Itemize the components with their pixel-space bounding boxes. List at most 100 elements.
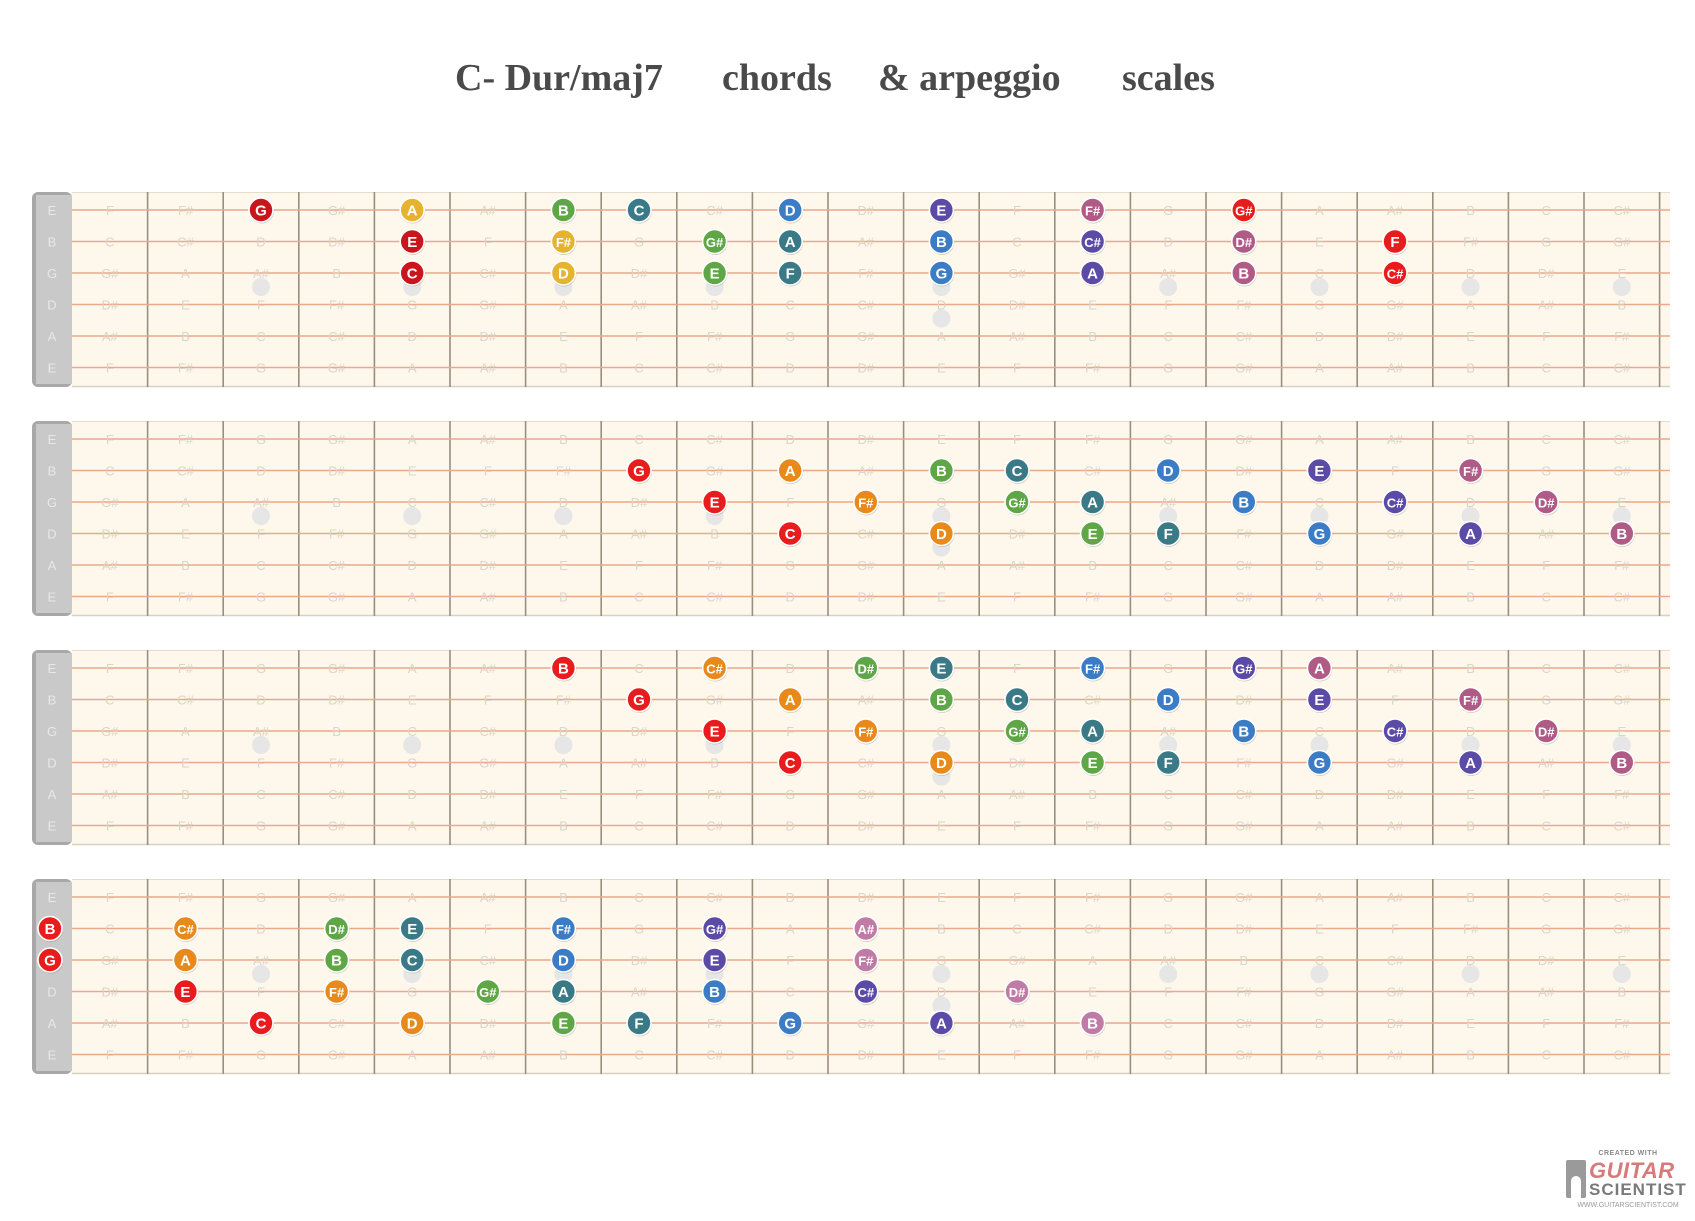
fretboard-wood <box>72 650 1670 845</box>
fret-note-hint: D# <box>631 724 648 739</box>
fret-note-hint: C <box>408 495 417 510</box>
fret-note-hint: G# <box>1235 890 1253 905</box>
note-marker: C <box>777 749 804 776</box>
note-label: A <box>407 203 418 220</box>
fret-note-hint: C <box>105 235 114 250</box>
fret-note-hint: C# <box>706 819 723 834</box>
fret-note-hint: D# <box>479 558 496 573</box>
fret-note-hint: F# <box>178 819 194 834</box>
fret-note-hint: B <box>181 558 190 573</box>
fret-note-hint: B <box>1466 661 1475 676</box>
fret-note-hint: D <box>1466 266 1475 281</box>
inlay-dot <box>1310 507 1329 525</box>
fret-note-hint: A <box>559 756 568 771</box>
fret-note-hint: E <box>1617 953 1626 968</box>
fret-note-hint: F <box>635 329 643 344</box>
fret-note-hint: A# <box>631 756 648 771</box>
fret-note-hint: C# <box>1613 661 1630 676</box>
note-label: F# <box>858 725 874 740</box>
fret-note-hint: C <box>105 693 114 708</box>
note-marker: C# <box>1382 718 1408 745</box>
fret-note-hint: C <box>1542 819 1551 834</box>
fret-note-hint: G <box>936 724 946 739</box>
note-marker: G <box>626 686 652 713</box>
fret-note-hint: C# <box>1084 922 1101 937</box>
inlay-dot <box>932 965 951 983</box>
fretboard-1: EBGDAEFF#GG#AA#BCC#DD#EFF#GG#AA#BCC#CC#D… <box>32 192 1670 388</box>
fret-note-hint: F# <box>178 590 194 605</box>
fret-note-hint: D <box>256 464 265 479</box>
fret-note-hint: D# <box>857 361 874 376</box>
fret-note-hint: D# <box>1235 693 1252 708</box>
fret-note-hint: F <box>106 590 114 605</box>
fret-note-hint: D# <box>328 235 345 250</box>
fret-note-hint: F# <box>1463 922 1479 937</box>
note-label: E <box>558 1016 568 1033</box>
inlay-dot <box>252 278 270 296</box>
note-label: C <box>407 266 418 283</box>
fret-note-hint: G <box>1541 922 1551 937</box>
string-tuning-label: E <box>48 661 57 676</box>
note-label: A <box>785 234 796 251</box>
fret-note-hint: A# <box>1009 787 1026 802</box>
note-label: E <box>710 953 720 970</box>
note-marker: G# <box>1231 197 1257 224</box>
note-marker: E <box>928 655 955 682</box>
inlay-dot <box>403 736 422 754</box>
note-marker: F# <box>1457 686 1484 713</box>
fret-note-hint: D <box>256 235 265 250</box>
fret-note-hint: A# <box>1387 661 1404 676</box>
string-tuning-label: D <box>47 527 56 542</box>
note-label: A <box>1087 266 1098 283</box>
fret-note-hint: C# <box>857 756 874 771</box>
fret-note-hint: A# <box>1009 1016 1026 1031</box>
inlay-dot <box>1461 965 1480 983</box>
fret-note-hint: A# <box>480 432 497 447</box>
note-marker: B <box>1079 1010 1106 1037</box>
note-marker: C <box>399 947 426 974</box>
fret-note-hint: G <box>256 361 266 376</box>
note-marker: A <box>1079 489 1106 516</box>
note-marker: G# <box>474 978 501 1005</box>
fret-note-hint: E <box>1315 235 1324 250</box>
note-marker: A <box>928 1010 955 1037</box>
fret-note-hint: E <box>408 464 417 479</box>
fret-note-hint: D <box>786 590 795 605</box>
inlay-dot <box>403 507 422 525</box>
note-marker: G# <box>1004 489 1030 516</box>
fret-note-hint: A <box>408 590 417 605</box>
fret-note-hint: E <box>937 890 946 905</box>
fretboard-wood <box>72 421 1670 616</box>
note-marker: G# <box>701 228 728 255</box>
fret-note-hint: C# <box>1613 819 1630 834</box>
fret-note-hint: A <box>559 527 568 542</box>
fret-note-hint: D <box>256 693 265 708</box>
fret-note-hint: D <box>408 787 417 802</box>
note-label: A <box>785 692 796 709</box>
fret-note-hint: G <box>1541 235 1551 250</box>
note-marker: D# <box>1533 489 1560 516</box>
fret-note-hint: E <box>1088 298 1097 313</box>
note-marker: A <box>1079 260 1106 287</box>
logo-line1: GUITAR <box>1589 1158 1675 1183</box>
fret-note-hint: G# <box>1008 953 1026 968</box>
note-label: B <box>936 692 947 709</box>
fret-note-hint: F# <box>178 890 194 905</box>
note-label: C <box>1012 692 1023 709</box>
fret-note-hint: C <box>1542 661 1551 676</box>
note-label: B <box>936 234 947 251</box>
fret-note-hint: D# <box>101 298 118 313</box>
fret-note-hint: C <box>1164 787 1173 802</box>
fret-note-hint: C# <box>177 235 194 250</box>
fret-note-hint: G# <box>1613 693 1631 708</box>
note-marker: E <box>1306 457 1333 484</box>
fret-note-hint: A <box>786 922 795 937</box>
note-label: E <box>710 266 720 283</box>
fret-note-hint: A# <box>1387 890 1404 905</box>
fret-note-hint: G# <box>1235 1048 1253 1063</box>
fret-note-hint: F# <box>1236 985 1252 1000</box>
fret-note-hint: F <box>484 693 492 708</box>
fret-note-hint: B <box>1466 432 1475 447</box>
fret-note-hint: G# <box>328 890 346 905</box>
note-label: E <box>936 203 946 220</box>
